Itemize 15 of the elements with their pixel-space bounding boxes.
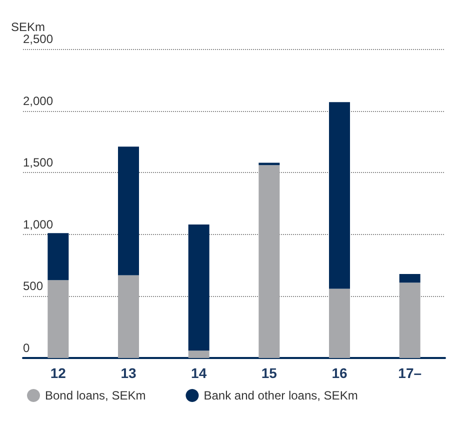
y-tick-label: 0	[23, 341, 30, 355]
y-axis-title: SEKm	[11, 20, 46, 34]
x-tick-label: 13	[120, 365, 136, 381]
y-tick-label: 1,500	[23, 156, 54, 170]
x-tick-label: 12	[50, 365, 66, 381]
x-tick-label: 17–	[398, 365, 422, 381]
y-tick-label: 500	[23, 279, 44, 294]
y-tick-label: 2,500	[23, 32, 54, 46]
legend-label: Bond loans, SEKm	[45, 388, 146, 402]
y-tick-label: 2,000	[23, 94, 54, 108]
y-tick-label: 1,000	[23, 217, 54, 232]
x-tick-label: 15	[261, 365, 278, 381]
x-tick-label: 14	[191, 365, 207, 381]
x-tick-label: 16	[332, 365, 348, 381]
legend-label: Bank and other loans, SEKm	[204, 388, 358, 402]
